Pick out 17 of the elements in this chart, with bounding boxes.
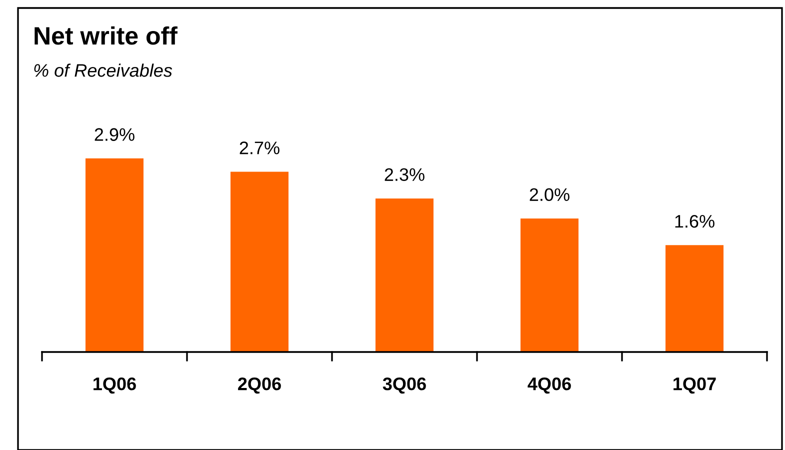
bar [520,218,578,352]
data-label: 2.0% [530,188,570,202]
bar [666,245,724,352]
x-tick-label: 3Q06 [382,377,426,394]
chart-title: Net write off [34,26,178,45]
bar [86,158,144,352]
bar [376,198,434,352]
x-tick-label: 2Q06 [238,377,281,394]
data-label: 2.9% [94,128,134,141]
data-label: 2.7% [240,142,280,154]
data-label: 2.3% [384,168,424,181]
x-tick-label: 1Q06 [94,377,136,394]
bar [230,172,288,352]
data-label: 1.6% [675,214,714,228]
x-tick-label: 1Q07 [674,377,716,394]
chart-subtitle: % of Receivables [34,64,172,77]
x-tick-label: 4Q06 [528,377,571,394]
